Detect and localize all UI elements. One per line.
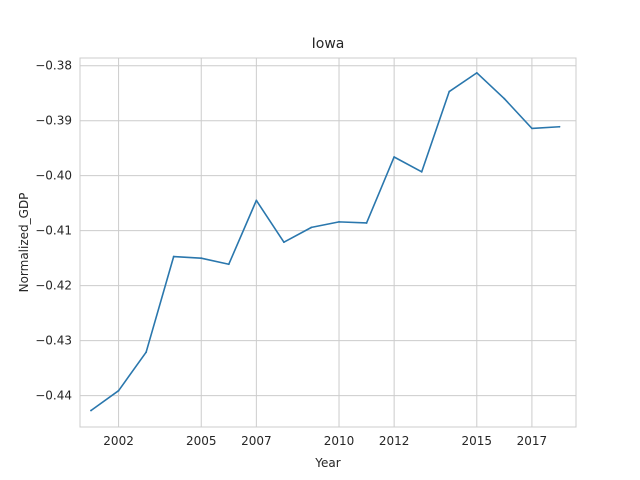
data-point — [90, 409, 92, 412]
data-point — [558, 125, 561, 128]
series-line — [90, 72, 561, 412]
x-tick-label: 2015 — [462, 434, 493, 448]
x-axis-title: Year — [314, 456, 340, 470]
x-tick-label: 2005 — [186, 434, 217, 448]
data-point — [117, 389, 120, 392]
data-point — [448, 90, 451, 93]
y-tick-label: −0.43 — [35, 334, 72, 348]
x-tick-label: 2002 — [103, 434, 134, 448]
y-tick-label: −0.44 — [35, 389, 72, 403]
data-point — [283, 241, 285, 244]
x-tick-label: 2012 — [379, 434, 410, 448]
y-tick-label: −0.38 — [35, 59, 72, 73]
data-point — [200, 257, 203, 260]
y-tick-label: −0.41 — [35, 224, 72, 238]
data-point — [255, 199, 258, 202]
x-tick-label: 2010 — [324, 434, 355, 448]
y-tick-label: −0.39 — [35, 114, 72, 128]
data-point — [475, 71, 478, 74]
data-point — [172, 255, 175, 258]
x-tick-labels: 2002 2005 2007 2010 2012 2015 2017 — [103, 434, 547, 448]
y-gridlines — [80, 65, 576, 397]
chart-title: Iowa — [312, 36, 345, 52]
data-point — [310, 226, 313, 229]
data-point — [393, 156, 396, 158]
y-tick-label: −0.40 — [35, 169, 72, 183]
data-point — [145, 351, 148, 354]
series-layer — [90, 71, 561, 412]
x-tick-label: 2007 — [241, 434, 272, 448]
data-point — [503, 97, 506, 100]
x-gridlines — [118, 58, 533, 427]
y-tick-labels: −0.44 −0.43 −0.42 −0.41 −0.40 −0.39 −0.38 — [35, 59, 72, 403]
data-point — [338, 220, 340, 223]
y-tick-label: −0.42 — [35, 279, 72, 293]
data-point — [531, 127, 533, 130]
data-point — [365, 222, 368, 224]
data-point — [227, 263, 230, 266]
plot-area-frame — [79, 57, 577, 428]
x-tick-label: 2017 — [517, 434, 548, 448]
y-axis-title: Normalized_GDP — [17, 193, 31, 293]
data-point — [420, 170, 423, 173]
